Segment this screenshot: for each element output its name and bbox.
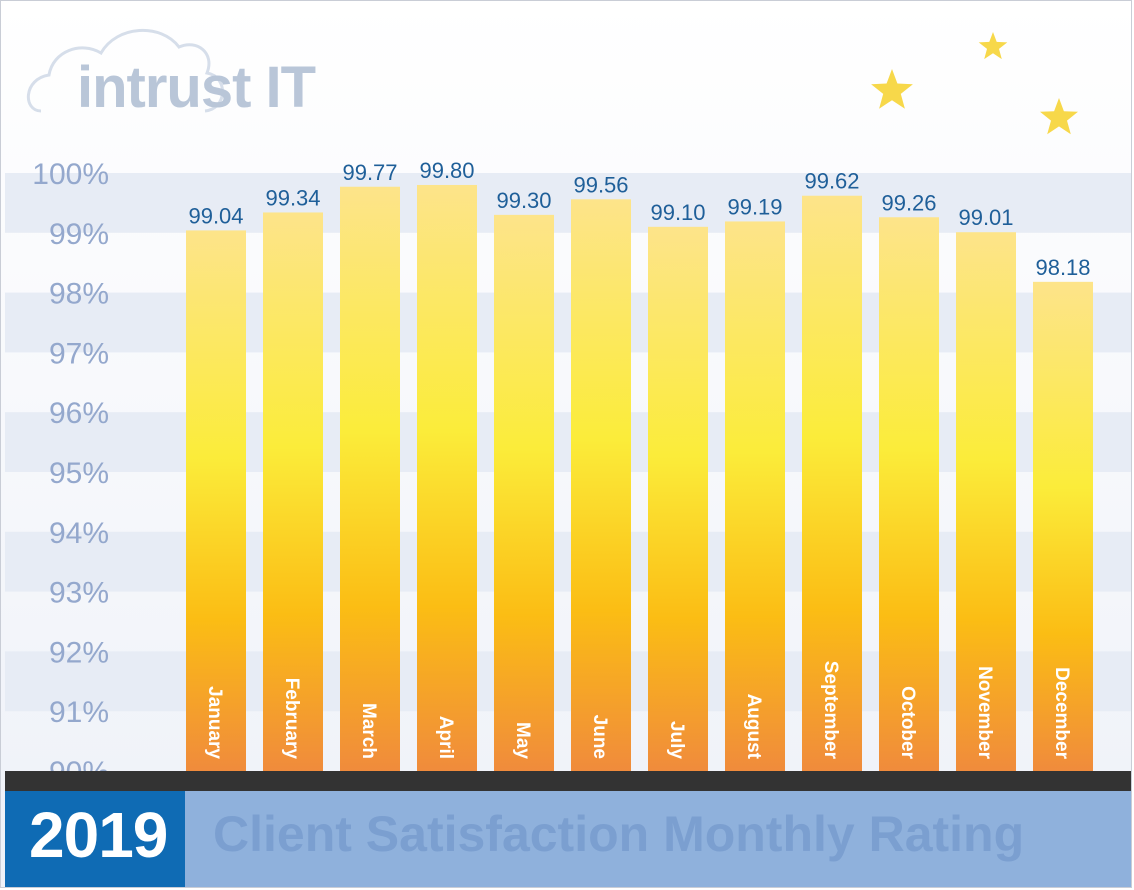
category-label: May <box>512 722 533 759</box>
chart-title: Client Satisfaction Monthly Rating <box>213 806 1025 862</box>
bar <box>186 230 246 771</box>
category-label: December <box>1051 667 1072 759</box>
value-label: 99.19 <box>727 194 782 219</box>
category-label: March <box>358 703 379 759</box>
value-label: 99.62 <box>804 169 859 194</box>
bar <box>417 184 477 771</box>
value-label: 99.04 <box>188 203 243 228</box>
decorative-stars <box>871 32 1078 135</box>
bar <box>494 214 554 772</box>
footer-year-box <box>5 791 185 887</box>
footer-year: 2019 <box>29 799 168 871</box>
y-tick-label: 91% <box>49 696 109 729</box>
star-icon <box>1040 98 1078 135</box>
value-label: 99.77 <box>342 160 397 185</box>
logo-text: intrust IT <box>77 55 316 120</box>
category-label: August <box>743 694 764 760</box>
bar <box>725 221 785 772</box>
value-label: 99.30 <box>496 188 551 213</box>
bar <box>340 186 400 771</box>
value-label: 99.26 <box>881 190 936 215</box>
value-label: 99.34 <box>265 185 320 210</box>
y-tick-label: 94% <box>49 517 109 550</box>
category-label: April <box>435 716 456 759</box>
category-label: July <box>666 721 687 759</box>
value-label: 99.01 <box>958 205 1013 230</box>
star-icon <box>871 69 913 109</box>
category-label: September <box>820 661 841 760</box>
y-tick-label: 99% <box>49 218 109 251</box>
category-label: October <box>897 686 918 759</box>
y-tick-label: 92% <box>49 636 109 669</box>
star-icon <box>978 32 1008 60</box>
y-tick-label: 96% <box>49 397 109 430</box>
y-tick-label: 97% <box>49 337 109 370</box>
bar <box>1033 281 1093 771</box>
category-label: November <box>974 666 995 760</box>
bar <box>648 226 708 771</box>
value-label: 99.56 <box>573 172 628 197</box>
y-tick-label: 98% <box>49 278 109 311</box>
bar <box>571 199 631 771</box>
bars: 99.04 January 99.34 February 99.77 March 99.80… <box>186 158 1093 772</box>
category-label: February <box>281 678 302 760</box>
category-label: January <box>204 686 225 759</box>
bar <box>263 212 323 771</box>
bar <box>956 232 1016 771</box>
value-label: 98.18 <box>1035 255 1090 280</box>
category-label: June <box>589 715 610 759</box>
grid-band <box>5 173 1131 233</box>
footer-title-box <box>185 791 1131 887</box>
y-tick-label: 93% <box>49 577 109 610</box>
value-label: 99.80 <box>419 158 474 183</box>
baseline-bar <box>5 771 1131 791</box>
y-tick-label: 100% <box>32 158 109 191</box>
bar <box>802 195 862 771</box>
cloud-icon <box>26 28 224 113</box>
bar <box>879 217 939 771</box>
y-tick-label: 95% <box>49 457 109 490</box>
value-label: 99.10 <box>650 200 705 225</box>
